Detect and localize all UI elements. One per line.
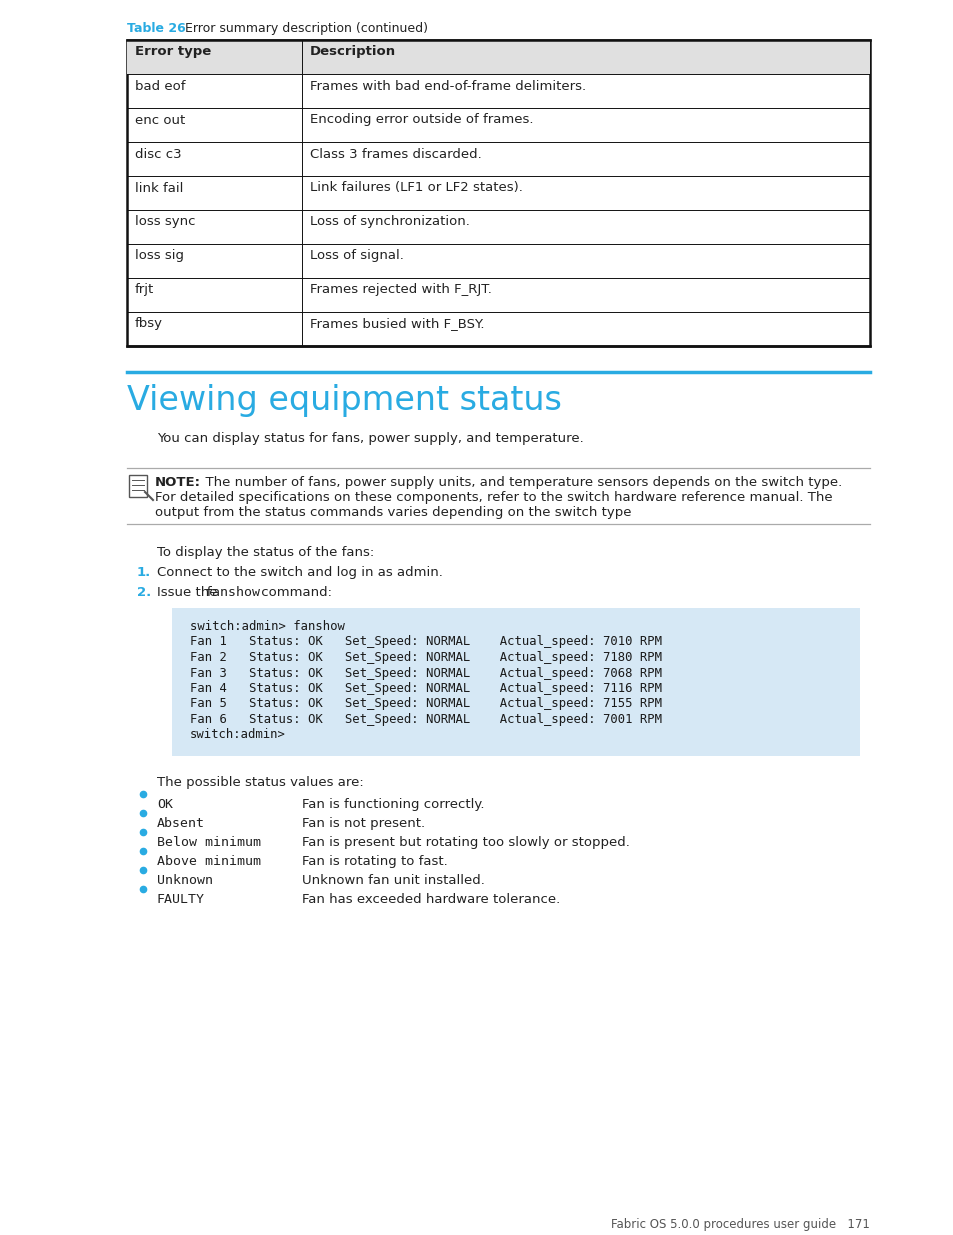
Text: Fan 3   Status: OK   Set_Speed: NORMAL    Actual_speed: 7068 RPM: Fan 3 Status: OK Set_Speed: NORMAL Actua… [190, 667, 661, 679]
Text: Viewing equipment status: Viewing equipment status [127, 384, 561, 417]
Text: command:: command: [256, 585, 332, 599]
Text: 1.: 1. [137, 566, 152, 579]
Text: Fan 2   Status: OK   Set_Speed: NORMAL    Actual_speed: 7180 RPM: Fan 2 Status: OK Set_Speed: NORMAL Actua… [190, 651, 661, 664]
Text: Link failures (LF1 or LF2 states).: Link failures (LF1 or LF2 states). [310, 182, 522, 194]
Text: Class 3 frames discarded.: Class 3 frames discarded. [310, 147, 481, 161]
Text: Frames rejected with F_RJT.: Frames rejected with F_RJT. [310, 284, 492, 296]
Text: NOTE:: NOTE: [154, 475, 201, 489]
Text: bad eof: bad eof [135, 79, 185, 93]
Text: Error type: Error type [135, 46, 211, 58]
Text: For detailed specifications on these components, refer to the switch hardware re: For detailed specifications on these com… [154, 492, 832, 504]
Text: loss sync: loss sync [135, 215, 195, 228]
Text: Table 26: Table 26 [127, 22, 186, 35]
Text: OK: OK [157, 798, 172, 811]
Text: Unknown: Unknown [157, 874, 213, 887]
Text: frjt: frjt [135, 284, 154, 296]
Text: Error summary description (continued): Error summary description (continued) [177, 22, 428, 35]
Text: Above minimum: Above minimum [157, 855, 261, 868]
Text: enc out: enc out [135, 114, 185, 126]
Bar [129, 475, 147, 496]
Text: Fan 6   Status: OK   Set_Speed: NORMAL    Actual_speed: 7001 RPM: Fan 6 Status: OK Set_Speed: NORMAL Actua… [190, 713, 661, 726]
Text: switch:admin> fanshow: switch:admin> fanshow [190, 620, 345, 634]
Text: Frames busied with F_BSY.: Frames busied with F_BSY. [310, 317, 484, 331]
Text: Fan is rotating to fast.: Fan is rotating to fast. [302, 855, 447, 868]
Text: Fan is functioning correctly.: Fan is functioning correctly. [302, 798, 484, 811]
Text: disc c3: disc c3 [135, 147, 181, 161]
Text: 2.: 2. [137, 585, 152, 599]
Text: Below minimum: Below minimum [157, 836, 261, 848]
Text: fbsy: fbsy [135, 317, 163, 331]
Text: Fan is present but rotating too slowly or stopped.: Fan is present but rotating too slowly o… [302, 836, 629, 848]
Text: Description: Description [310, 46, 395, 58]
Text: To display the status of the fans:: To display the status of the fans: [157, 546, 374, 559]
Text: Encoding error outside of frames.: Encoding error outside of frames. [310, 114, 533, 126]
Text: switch:admin>: switch:admin> [190, 729, 286, 741]
Text: link fail: link fail [135, 182, 183, 194]
Text: Absent: Absent [157, 818, 205, 830]
Text: loss sig: loss sig [135, 249, 184, 263]
Bar [127, 40, 869, 346]
Text: Unknown fan unit installed.: Unknown fan unit installed. [302, 874, 484, 887]
Text: Loss of synchronization.: Loss of synchronization. [310, 215, 470, 228]
Text: Connect to the switch and log in as admin.: Connect to the switch and log in as admi… [157, 566, 442, 579]
Text: Loss of signal.: Loss of signal. [310, 249, 403, 263]
Text: Fan is not present.: Fan is not present. [302, 818, 425, 830]
Text: FAULTY: FAULTY [157, 893, 205, 906]
Text: Fan has exceeded hardware tolerance.: Fan has exceeded hardware tolerance. [302, 893, 559, 906]
Text: The number of fans, power supply units, and temperature sensors depends on the s: The number of fans, power supply units, … [196, 475, 841, 489]
Text: Issue the: Issue the [157, 585, 221, 599]
Text: The possible status values are:: The possible status values are: [157, 776, 363, 789]
Text: Fabric OS 5.0.0 procedures user guide   171: Fabric OS 5.0.0 procedures user guide 17… [611, 1218, 869, 1231]
Bar [172, 608, 859, 756]
Text: You can display status for fans, power supply, and temperature.: You can display status for fans, power s… [157, 432, 583, 445]
Text: output from the status commands varies depending on the switch type: output from the status commands varies d… [154, 506, 631, 519]
Bar [127, 40, 869, 74]
Text: Fan 5   Status: OK   Set_Speed: NORMAL    Actual_speed: 7155 RPM: Fan 5 Status: OK Set_Speed: NORMAL Actua… [190, 698, 661, 710]
Text: Fan 1   Status: OK   Set_Speed: NORMAL    Actual_speed: 7010 RPM: Fan 1 Status: OK Set_Speed: NORMAL Actua… [190, 636, 661, 648]
Text: fanshow: fanshow [205, 585, 261, 599]
Text: Fan 4   Status: OK   Set_Speed: NORMAL    Actual_speed: 7116 RPM: Fan 4 Status: OK Set_Speed: NORMAL Actua… [190, 682, 661, 695]
Text: Frames with bad end-of-frame delimiters.: Frames with bad end-of-frame delimiters. [310, 79, 585, 93]
